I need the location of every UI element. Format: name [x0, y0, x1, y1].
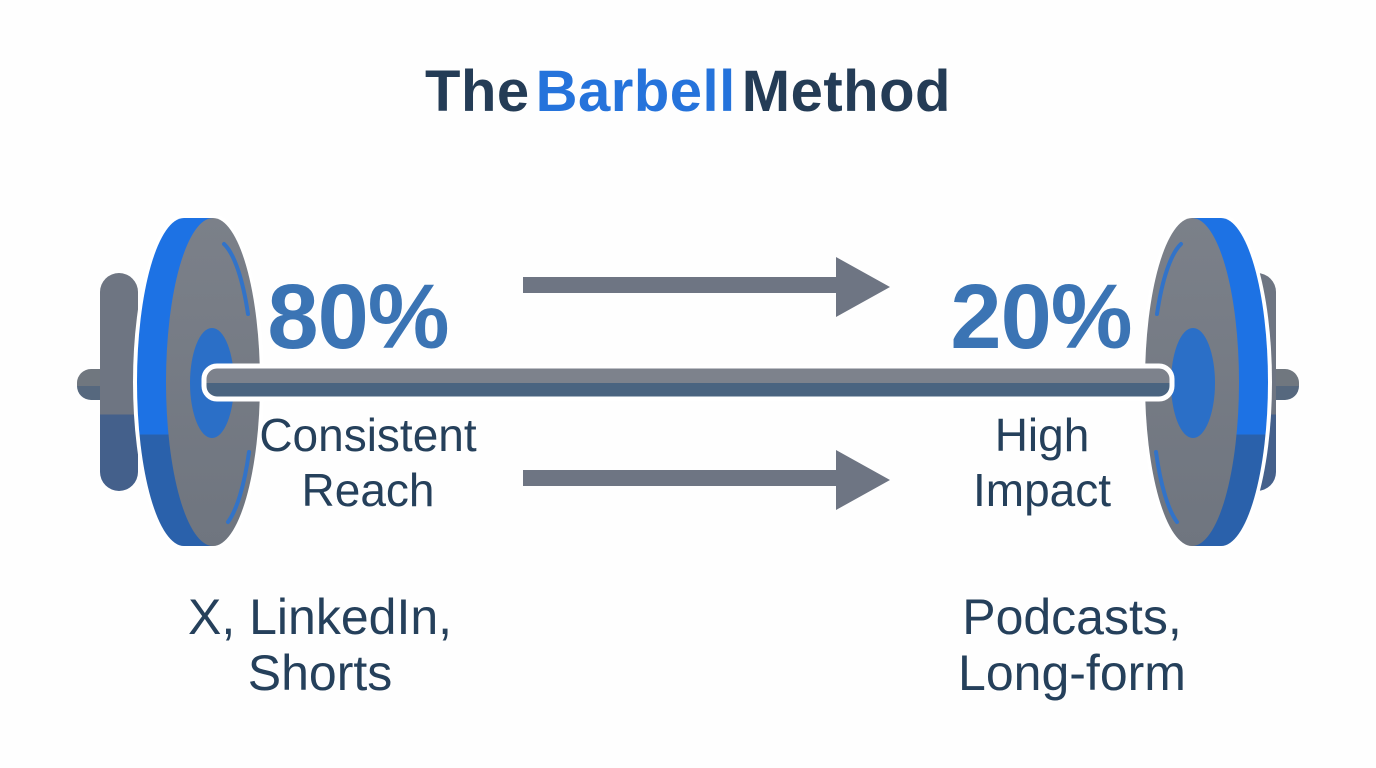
right-label: High Impact: [892, 408, 1192, 518]
barbell-bar-icon: [201, 363, 1175, 402]
left-percent: 80%: [267, 266, 449, 368]
right-channels-line2: Long-form: [958, 645, 1186, 701]
right-label-line1: High: [994, 409, 1090, 461]
left-channels: X, LinkedIn, Shorts: [130, 589, 510, 701]
left-small-plate-icon: [100, 273, 138, 491]
right-percent: 20%: [950, 266, 1132, 368]
left-label: Consistent Reach: [218, 408, 518, 518]
right-big-plate-icon: [1141, 214, 1272, 550]
top-right-arrow-icon: [523, 257, 890, 317]
right-channels-line1: Podcasts,: [962, 589, 1182, 645]
left-label-line1: Consistent: [259, 409, 477, 461]
left-channels-line2: Shorts: [247, 645, 393, 701]
right-channels: Podcasts, Long-form: [882, 589, 1262, 701]
left-channels-line1: X, LinkedIn,: [187, 589, 453, 645]
left-label-line2: Reach: [301, 464, 435, 516]
bottom-right-arrow-icon: [523, 450, 890, 510]
title-pre: The: [425, 59, 530, 124]
page-title: The Barbell Method: [0, 58, 1376, 125]
title-post: Method: [741, 59, 951, 124]
title-highlight: Barbell: [535, 59, 736, 124]
right-label-line2: Impact: [972, 464, 1112, 516]
